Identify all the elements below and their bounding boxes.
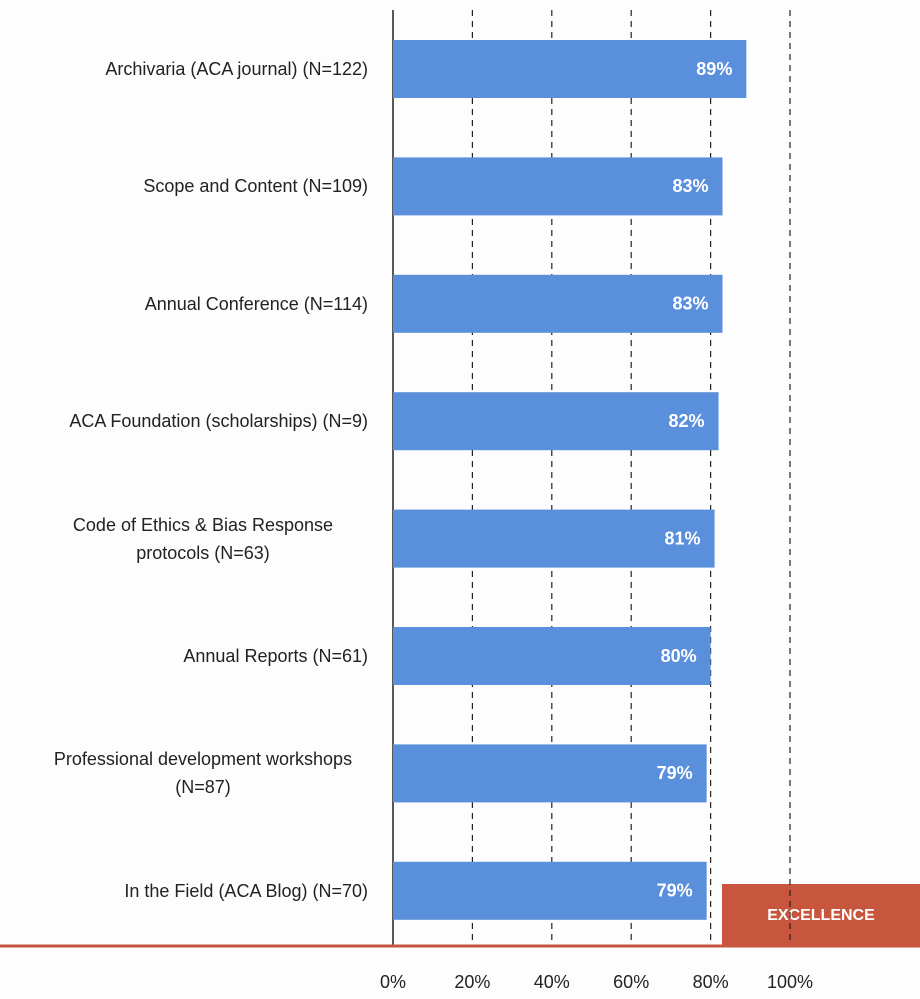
category-label: Annual Reports (N=61) [183,646,368,666]
category-label: Code of Ethics & Bias Response protocols… [72,514,334,563]
x-tick-label: 0% [380,972,406,992]
value-label: 83% [672,176,708,196]
x-tick-label: 20% [454,972,490,992]
value-label: 79% [657,881,693,901]
category-label: In the Field (ACA Blog) (N=70) [124,880,368,901]
category-label-row: ACA Foundation (scholarships) (N=9) [28,407,368,435]
bar [393,861,707,920]
bar [393,627,711,685]
x-tick-label: 60% [613,972,649,992]
x-tick-label: 100% [767,972,813,992]
category-label-row: Code of Ethics & Bias Response protocols… [28,511,368,567]
excellence-label: EXCELLENCE [767,907,875,924]
category-label-row: Archivaria (ACA journal) (N=122) [28,55,368,83]
value-label: 81% [665,528,701,548]
category-label: Scope and Content (N=109) [143,176,368,197]
x-tick-label: 40% [534,972,570,992]
value-label: 83% [672,294,708,314]
category-label-row: In the Field (ACA Blog) (N=70) [28,877,368,905]
bar [393,157,723,216]
category-label-row: Annual Reports (N=61) [28,642,368,670]
x-tick-label: 80% [693,972,729,992]
bar [393,40,747,98]
excellence-box [722,884,920,946]
value-label: 79% [657,763,693,783]
category-label: Annual Conference (N=114) [144,293,368,314]
category-label-row: Scope and Content (N=109) [28,172,368,200]
category-label: Archivaria (ACA journal) (N=122) [105,59,368,79]
bar [393,274,723,333]
value-label: 82% [669,411,705,431]
bar [393,392,719,451]
category-label: ACA Foundation (scholarships) (N=9) [69,411,368,432]
bar [393,744,707,803]
category-label-row: Professional development workshops (N=87… [28,745,368,801]
value-label: 89% [696,59,732,79]
category-label-row: Annual Conference (N=114) [28,290,368,318]
category-label: Professional development workshops (N=87… [53,749,353,798]
value-label: 80% [661,646,697,666]
bar [393,509,715,568]
